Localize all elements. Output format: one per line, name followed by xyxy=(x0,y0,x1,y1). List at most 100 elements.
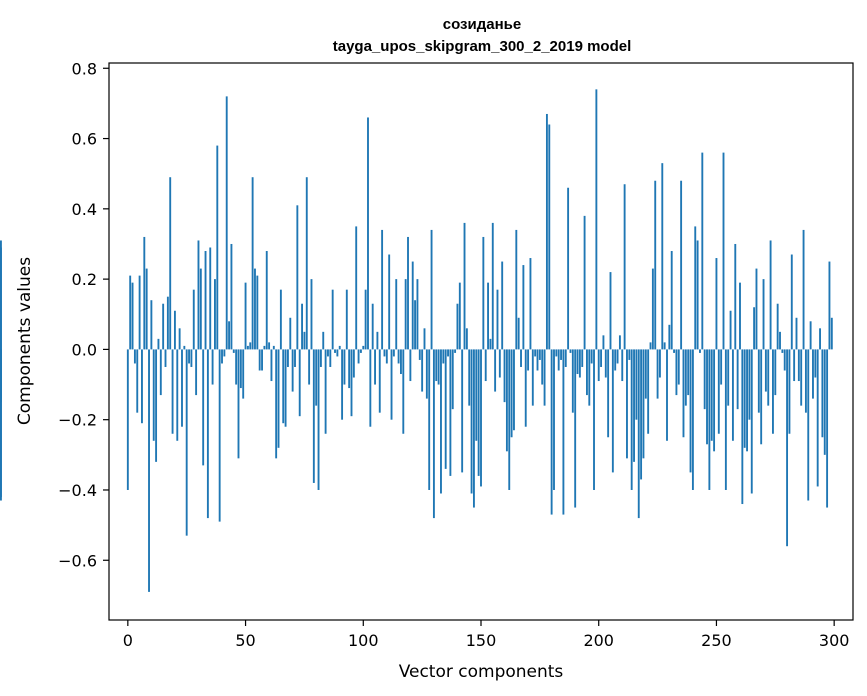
bar-204 xyxy=(607,349,610,438)
bar-125 xyxy=(421,349,424,392)
bar-57 xyxy=(261,349,263,371)
x-tick-label: 100 xyxy=(348,631,379,650)
bar-82 xyxy=(319,349,322,367)
bar-129 xyxy=(430,229,433,350)
bar-38 xyxy=(216,145,219,350)
bar-9 xyxy=(148,349,150,592)
bar-192 xyxy=(578,349,581,378)
bar-1 xyxy=(129,275,132,350)
bar-126 xyxy=(423,328,426,350)
bar-231 xyxy=(670,251,673,350)
bar-91 xyxy=(341,349,344,420)
bar-208 xyxy=(616,349,619,364)
bar-46 xyxy=(235,349,238,385)
bar-163 xyxy=(510,349,513,438)
bar-17 xyxy=(166,296,169,350)
bar-157 xyxy=(496,289,499,350)
bar-178 xyxy=(545,113,548,350)
bar-278 xyxy=(781,349,784,353)
bar-23 xyxy=(181,349,183,427)
x-tick-label: 200 xyxy=(583,631,614,650)
bar-291 xyxy=(812,349,814,399)
bar-287 xyxy=(802,229,805,350)
bar-53 xyxy=(251,177,254,350)
bar-69 xyxy=(289,317,292,350)
bar-252 xyxy=(720,349,723,385)
bar-261 xyxy=(741,349,744,505)
bar-242 xyxy=(696,240,699,350)
bar-195 xyxy=(586,349,588,396)
bar-156 xyxy=(494,349,497,392)
bar-19 xyxy=(171,349,174,434)
bar-51 xyxy=(246,345,249,350)
bar-237 xyxy=(684,349,687,406)
bar-274 xyxy=(772,349,774,434)
bar-70 xyxy=(291,349,294,392)
bar-95 xyxy=(350,349,353,417)
y-tick-label: 0.2 xyxy=(72,270,97,289)
bar-229 xyxy=(666,349,668,441)
bar-147 xyxy=(472,349,475,508)
bar-103 xyxy=(369,349,372,427)
bar-149 xyxy=(477,349,480,476)
bar-309 xyxy=(0,349,2,403)
bar-183 xyxy=(557,349,560,371)
bar-135 xyxy=(444,349,447,469)
bar-34 xyxy=(206,349,209,519)
bar-114 xyxy=(395,279,398,350)
bar-27 xyxy=(190,349,193,367)
y-axis: −0.6 −0.4 −0.2 0.0 0.2 0.4 0.6 0.8 xyxy=(58,59,109,570)
bar-277 xyxy=(779,331,781,350)
bar-132 xyxy=(437,349,440,385)
bar-282 xyxy=(790,254,793,350)
bar-239 xyxy=(689,349,692,473)
bar-88 xyxy=(334,349,336,353)
bar-99 xyxy=(359,349,362,353)
bar-107 xyxy=(378,349,381,413)
bar-2 xyxy=(131,282,134,350)
bar-243 xyxy=(699,349,701,353)
bar-290 xyxy=(809,321,812,350)
bar-200 xyxy=(597,349,600,382)
bar-117 xyxy=(402,349,405,434)
bar-7 xyxy=(143,236,146,350)
bar-37 xyxy=(214,279,216,350)
bar-151 xyxy=(482,236,485,350)
bar-64 xyxy=(277,349,280,448)
bar-56 xyxy=(258,349,261,371)
bar-90 xyxy=(338,345,341,350)
bar-273 xyxy=(769,240,772,350)
bar-144 xyxy=(465,328,468,350)
bar-115 xyxy=(397,349,400,364)
bar-172 xyxy=(531,349,534,406)
bar-66 xyxy=(282,349,285,424)
bar-83 xyxy=(322,331,325,350)
x-tick-label: 0 xyxy=(123,631,133,650)
bar-206 xyxy=(611,349,614,473)
bar-179 xyxy=(548,124,551,350)
bar-41 xyxy=(223,349,226,357)
bar-63 xyxy=(275,349,278,459)
bar-250 xyxy=(715,258,718,350)
bar-234 xyxy=(677,349,680,385)
bar-124 xyxy=(418,349,421,360)
bar-202 xyxy=(602,335,605,350)
bar-14 xyxy=(159,349,162,396)
bar-160 xyxy=(503,349,506,403)
bar-58 xyxy=(263,345,266,350)
bar-198 xyxy=(593,349,595,490)
bar-245 xyxy=(703,349,706,410)
bar-118 xyxy=(404,279,407,350)
bar-47 xyxy=(237,349,240,459)
bar-110 xyxy=(385,349,388,364)
bar-8 xyxy=(145,268,148,350)
bar-29 xyxy=(195,349,198,396)
bar-142 xyxy=(461,349,464,473)
bar-25 xyxy=(185,349,188,536)
bar-185 xyxy=(562,349,565,515)
bar-307 xyxy=(0,349,2,498)
bar-81 xyxy=(317,349,320,490)
bar-94 xyxy=(348,349,351,389)
bar-35 xyxy=(209,247,212,350)
x-tick-label: 50 xyxy=(235,631,255,650)
